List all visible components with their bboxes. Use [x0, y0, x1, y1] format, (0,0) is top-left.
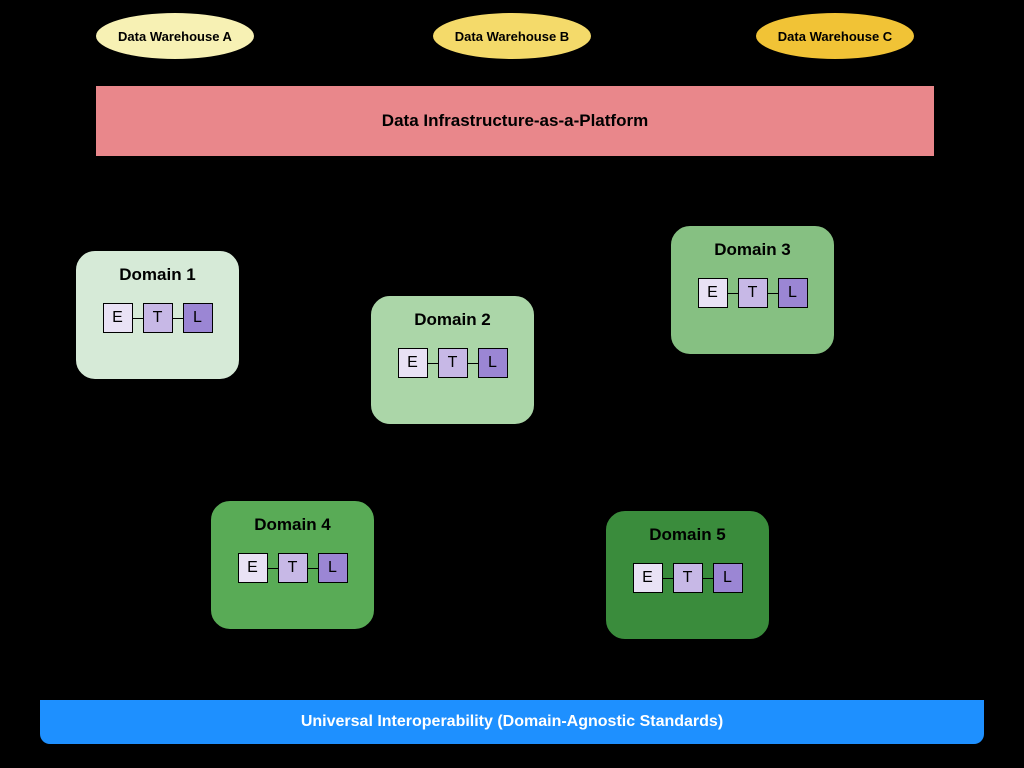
etl-l-cell: L — [183, 303, 213, 333]
etl-e-cell: E — [398, 348, 428, 378]
warehouse-b: Data Warehouse B — [432, 12, 592, 60]
etl-link — [703, 578, 713, 579]
domain-2: Domain 2 ETL — [370, 295, 535, 425]
footer-bar: Universal Interoperability (Domain-Agnos… — [40, 700, 984, 744]
etl-l-cell: L — [778, 278, 808, 308]
etl-t-cell: T — [738, 278, 768, 308]
etl-t-cell: T — [143, 303, 173, 333]
platform-label: Data Infrastructure-as-a-Platform — [382, 111, 648, 131]
domain-3-title: Domain 3 — [671, 240, 834, 260]
etl-link — [663, 578, 673, 579]
warehouse-c: Data Warehouse C — [755, 12, 915, 60]
etl-e-cell: E — [698, 278, 728, 308]
etl-link — [133, 318, 143, 319]
etl-t-cell: T — [438, 348, 468, 378]
footer-label: Universal Interoperability (Domain-Agnos… — [301, 713, 723, 731]
warehouse-a: Data Warehouse A — [95, 12, 255, 60]
domain-4: Domain 4 ETL — [210, 500, 375, 630]
platform-bar: Data Infrastructure-as-a-Platform — [95, 85, 935, 157]
etl-t-cell: T — [278, 553, 308, 583]
etl-link — [728, 293, 738, 294]
domain-3-etl: ETL — [671, 278, 834, 308]
etl-l-cell: L — [713, 563, 743, 593]
domain-2-etl: ETL — [371, 348, 534, 378]
domain-5: Domain 5 ETL — [605, 510, 770, 640]
etl-link — [468, 363, 478, 364]
etl-link — [428, 363, 438, 364]
etl-e-cell: E — [633, 563, 663, 593]
etl-e-cell: E — [238, 553, 268, 583]
etl-l-cell: L — [478, 348, 508, 378]
diagram-canvas: Data Warehouse A Data Warehouse B Data W… — [0, 0, 1024, 768]
etl-e-cell: E — [103, 303, 133, 333]
domain-2-title: Domain 2 — [371, 310, 534, 330]
etl-l-cell: L — [318, 553, 348, 583]
domain-1: Domain 1 ETL — [75, 250, 240, 380]
domain-5-title: Domain 5 — [606, 525, 769, 545]
etl-link — [308, 568, 318, 569]
domain-1-title: Domain 1 — [76, 265, 239, 285]
etl-link — [768, 293, 778, 294]
etl-t-cell: T — [673, 563, 703, 593]
domain-1-etl: ETL — [76, 303, 239, 333]
etl-link — [268, 568, 278, 569]
domain-3: Domain 3 ETL — [670, 225, 835, 355]
warehouse-c-label: Data Warehouse C — [778, 29, 892, 44]
etl-link — [173, 318, 183, 319]
warehouse-a-label: Data Warehouse A — [118, 29, 232, 44]
warehouse-b-label: Data Warehouse B — [455, 29, 569, 44]
domain-4-title: Domain 4 — [211, 515, 374, 535]
domain-5-etl: ETL — [606, 563, 769, 593]
domain-4-etl: ETL — [211, 553, 374, 583]
